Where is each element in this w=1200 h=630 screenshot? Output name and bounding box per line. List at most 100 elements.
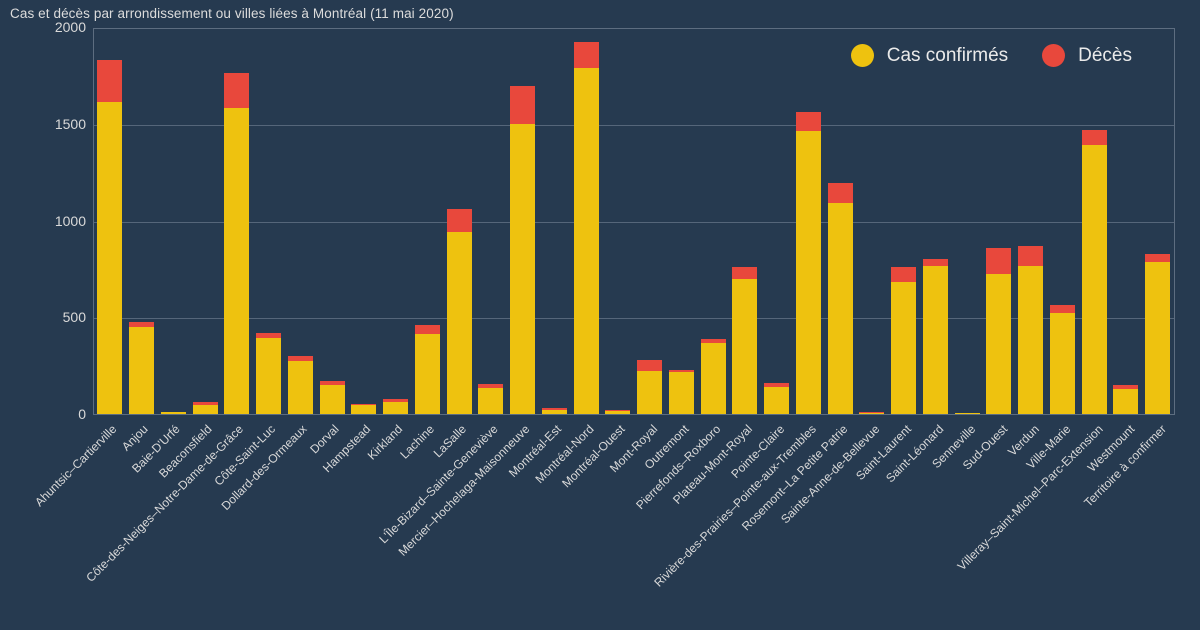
legend-item[interactable]: Cas confirmés — [850, 44, 1008, 67]
deaths-segment[interactable] — [668, 369, 694, 372]
deaths-segment[interactable] — [1049, 305, 1075, 313]
deaths-segment[interactable] — [700, 338, 726, 343]
confirmed-segment[interactable] — [1145, 261, 1171, 414]
confirmed-segment[interactable] — [954, 413, 980, 414]
bar[interactable] — [478, 384, 504, 414]
deaths-segment[interactable] — [795, 111, 821, 132]
confirmed-segment[interactable] — [922, 265, 948, 414]
bar[interactable] — [192, 402, 218, 414]
bar[interactable] — [986, 248, 1012, 414]
bar[interactable] — [922, 259, 948, 414]
deaths-segment[interactable] — [256, 333, 282, 338]
confirmed-segment[interactable] — [256, 337, 282, 414]
confirmed-segment[interactable] — [287, 361, 313, 414]
bar[interactable] — [383, 398, 409, 414]
confirmed-segment[interactable] — [478, 388, 504, 414]
deaths-segment[interactable] — [192, 402, 218, 406]
confirmed-segment[interactable] — [795, 131, 821, 414]
confirmed-segment[interactable] — [732, 279, 758, 414]
deaths-segment[interactable] — [446, 209, 472, 233]
confirmed-segment[interactable] — [160, 412, 186, 414]
bar[interactable] — [891, 266, 917, 414]
confirmed-segment[interactable] — [1081, 145, 1107, 414]
confirmed-segment[interactable] — [510, 124, 536, 414]
confirmed-segment[interactable] — [129, 327, 155, 414]
deaths-segment[interactable] — [573, 41, 599, 68]
confirmed-segment[interactable] — [700, 342, 726, 414]
confirmed-segment[interactable] — [383, 402, 409, 414]
deaths-segment[interactable] — [1113, 385, 1139, 389]
bar[interactable] — [319, 381, 345, 414]
bar[interactable] — [764, 383, 790, 414]
bar[interactable] — [414, 324, 440, 414]
confirmed-segment[interactable] — [859, 413, 885, 414]
deaths-segment[interactable] — [478, 384, 504, 389]
bar[interactable] — [224, 73, 250, 414]
deaths-segment[interactable] — [827, 183, 853, 204]
confirmed-segment[interactable] — [827, 203, 853, 414]
deaths-segment[interactable] — [129, 321, 155, 328]
bar[interactable] — [573, 41, 599, 414]
bar[interactable] — [668, 369, 694, 414]
deaths-segment[interactable] — [319, 381, 345, 386]
bar[interactable] — [605, 410, 631, 414]
confirmed-segment[interactable] — [1113, 388, 1139, 414]
confirmed-segment[interactable] — [1049, 312, 1075, 414]
bar[interactable] — [510, 85, 536, 414]
deaths-segment[interactable] — [986, 248, 1012, 275]
deaths-segment[interactable] — [97, 59, 123, 103]
deaths-segment[interactable] — [1018, 245, 1044, 266]
bar[interactable] — [97, 59, 123, 414]
confirmed-segment[interactable] — [986, 274, 1012, 414]
confirmed-segment[interactable] — [414, 334, 440, 414]
bar[interactable] — [795, 111, 821, 414]
deaths-segment[interactable] — [922, 259, 948, 266]
bar[interactable] — [827, 183, 853, 414]
confirmed-segment[interactable] — [891, 282, 917, 414]
bar[interactable] — [700, 338, 726, 414]
deaths-segment[interactable] — [541, 408, 567, 411]
confirmed-segment[interactable] — [605, 411, 631, 414]
bar[interactable] — [351, 404, 377, 414]
confirmed-segment[interactable] — [668, 371, 694, 414]
deaths-segment[interactable] — [414, 324, 440, 335]
deaths-segment[interactable] — [383, 398, 409, 403]
bar[interactable] — [446, 209, 472, 414]
deaths-segment[interactable] — [732, 266, 758, 280]
bar[interactable] — [637, 360, 663, 414]
deaths-segment[interactable] — [510, 85, 536, 125]
bar[interactable] — [954, 413, 980, 414]
confirmed-segment[interactable] — [97, 102, 123, 414]
bar[interactable] — [1049, 305, 1075, 414]
bar[interactable] — [287, 356, 313, 414]
bar[interactable] — [1145, 254, 1171, 414]
bar[interactable] — [859, 412, 885, 414]
deaths-segment[interactable] — [287, 356, 313, 362]
confirmed-segment[interactable] — [637, 370, 663, 414]
confirmed-segment[interactable] — [224, 107, 250, 414]
deaths-segment[interactable] — [859, 412, 885, 414]
deaths-segment[interactable] — [605, 410, 631, 412]
bar[interactable] — [1018, 245, 1044, 414]
confirmed-segment[interactable] — [1018, 265, 1044, 414]
confirmed-segment[interactable] — [351, 405, 377, 414]
confirmed-segment[interactable] — [319, 385, 345, 414]
deaths-segment[interactable] — [1145, 254, 1171, 262]
bar[interactable] — [129, 321, 155, 414]
deaths-segment[interactable] — [764, 383, 790, 388]
deaths-segment[interactable] — [1081, 130, 1107, 146]
bar[interactable] — [256, 333, 282, 414]
confirmed-segment[interactable] — [192, 405, 218, 414]
confirmed-segment[interactable] — [573, 67, 599, 414]
bar[interactable] — [541, 408, 567, 414]
bar[interactable] — [1081, 130, 1107, 414]
bar[interactable] — [732, 266, 758, 414]
deaths-segment[interactable] — [351, 404, 377, 406]
deaths-segment[interactable] — [637, 360, 663, 371]
deaths-segment[interactable] — [891, 266, 917, 283]
legend-item[interactable]: Décès — [1042, 44, 1132, 67]
confirmed-segment[interactable] — [446, 232, 472, 414]
confirmed-segment[interactable] — [764, 387, 790, 414]
confirmed-segment[interactable] — [541, 410, 567, 414]
bar[interactable] — [160, 412, 186, 414]
